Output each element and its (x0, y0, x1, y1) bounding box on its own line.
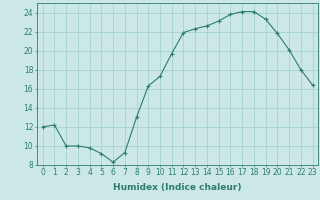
X-axis label: Humidex (Indice chaleur): Humidex (Indice chaleur) (113, 183, 242, 192)
